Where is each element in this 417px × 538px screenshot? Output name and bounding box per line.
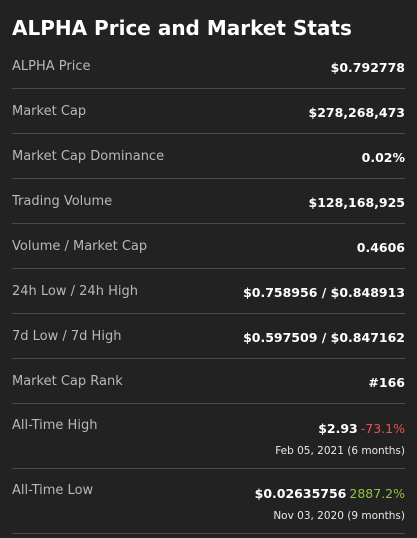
stat-value-line: $0.792778 [331, 57, 405, 76]
panel-title: ALPHA Price and Market Stats [12, 16, 352, 40]
stat-value: #166 [368, 374, 405, 390]
stat-value-line: $0.02635756 2887.2% [255, 483, 405, 502]
stat-change: 2887.2% [349, 486, 405, 501]
stat-value-box: 0.02% [362, 147, 405, 166]
stat-date: Feb 05, 2021 (6 months) [275, 445, 405, 457]
stat-date: Nov 03, 2020 (9 months) [273, 510, 405, 522]
stat-label: All-Time High [12, 418, 98, 433]
stat-value: $0.02635756 [254, 486, 347, 501]
stat-value: $2.93 [318, 421, 358, 436]
stat-row: All-Time Low $0.02635756 2887.2% Nov 03, 20… [12, 469, 405, 534]
stat-label: 24h Low / 24h High [12, 283, 138, 299]
stat-value-line: 0.02% [362, 147, 405, 166]
stat-row: Volume / Market Cap 0.4606 [12, 224, 405, 269]
stat-value-line: $2.93 -73.1% [275, 418, 405, 437]
stat-value-box: #166 [368, 372, 405, 391]
stat-value-box: $0.758956 / $0.848913 [243, 282, 405, 301]
stat-label: Volume / Market Cap [12, 238, 148, 254]
stat-label: Market Cap [12, 103, 87, 119]
stat-row: Market Cap Rank #166 [12, 359, 405, 404]
stat-value-box: $0.02635756 2887.2% Nov 03, 2020 (9 months… [255, 483, 405, 522]
stat-label: Trading Volume [12, 193, 113, 209]
stat-value: 0.02% [361, 149, 405, 165]
stat-value-line: $128,168,925 [309, 192, 405, 211]
stat-value: 0.4606 [356, 239, 405, 255]
stat-value-line: $0.597509 / $0.847162 [243, 327, 405, 346]
stat-value: $128,168,925 [308, 194, 405, 210]
stat-value-box: $0.597509 / $0.847162 [243, 327, 405, 346]
stat-value-box: $278,268,473 [309, 102, 405, 121]
stat-row: ALPHA Price $0.792778 [12, 44, 405, 89]
stat-value: $278,268,473 [308, 104, 405, 120]
stat-label: All-Time Low [12, 483, 94, 498]
stat-row: All-Time High $2.93 -73.1% Feb 05, 2021 (6 … [12, 404, 405, 469]
stat-value: $0.758956 / $0.848913 [243, 284, 405, 300]
stats-list: ALPHA Price $0.792778 Market Cap $278,268,4… [12, 44, 405, 534]
stat-value: $0.792778 [330, 59, 405, 75]
stat-value-box: $0.792778 [331, 57, 405, 76]
stat-label: Market Cap Rank [12, 373, 123, 389]
stat-value: $0.597509 / $0.847162 [243, 329, 405, 345]
stat-row: Trading Volume $128,168,925 [12, 179, 405, 224]
stat-value-box: $128,168,925 [309, 192, 405, 211]
stat-row: 7d Low / 7d High $0.597509 / $0.847162 [12, 314, 405, 359]
stat-label: Market Cap Dominance [12, 148, 165, 164]
stat-change: -73.1% [360, 421, 405, 436]
stat-value-line: $278,268,473 [309, 102, 405, 121]
stat-value-line: $0.758956 / $0.848913 [243, 282, 405, 301]
stat-row: Market Cap $278,268,473 [12, 89, 405, 134]
stat-label: ALPHA Price [12, 58, 91, 74]
stat-value-line: 0.4606 [357, 237, 405, 256]
stat-value-box: $2.93 -73.1% Feb 05, 2021 (6 months) [275, 418, 405, 457]
stat-row: 24h Low / 24h High $0.758956 / $0.848913 [12, 269, 405, 314]
stat-value-line: #166 [368, 372, 405, 391]
stat-label: 7d Low / 7d High [12, 328, 122, 344]
stat-row: Market Cap Dominance 0.02% [12, 134, 405, 179]
stat-value-box: 0.4606 [357, 237, 405, 256]
